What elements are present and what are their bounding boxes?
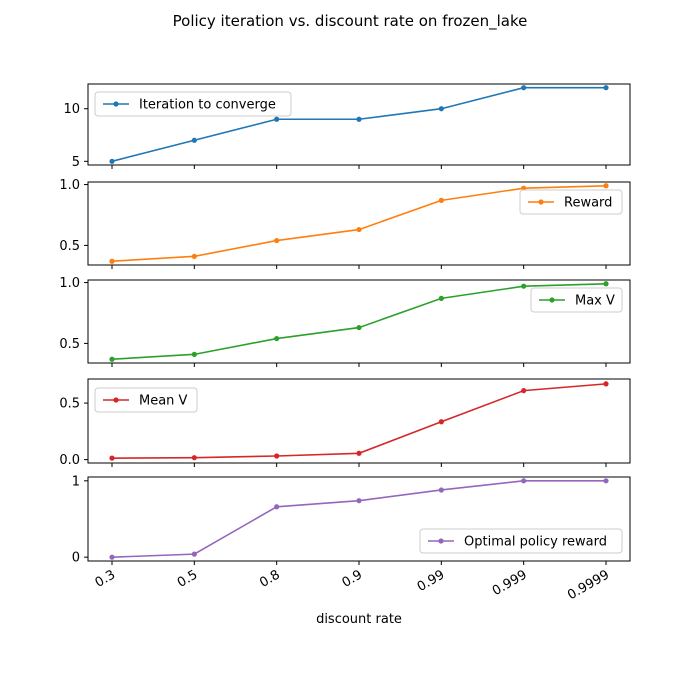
legend-box <box>94 387 198 413</box>
legend-box <box>94 91 292 117</box>
x-tick-label: 0.5 <box>175 567 200 590</box>
data-point <box>356 116 362 122</box>
legend-marker <box>113 101 119 107</box>
data-point <box>109 158 115 164</box>
subplot-4: 0.0 0.5 Mean V <box>59 378 631 468</box>
legend-marker <box>538 199 544 205</box>
figure-title: Policy iteration vs. discount rate on fr… <box>173 12 528 31</box>
x-tick-label: 0.3 <box>93 567 118 590</box>
data-point <box>109 554 115 560</box>
x-tick-label: 0.99 <box>415 567 448 594</box>
data-point <box>274 453 280 459</box>
data-point <box>356 450 362 456</box>
data-point <box>274 335 280 342</box>
x-tick-label: 0.999 <box>490 567 530 599</box>
data-point <box>109 356 115 362</box>
data-point <box>274 504 280 510</box>
data-point <box>356 324 362 331</box>
data-point <box>191 253 197 259</box>
y-tick-label: 1.0 <box>59 276 80 291</box>
data-point <box>191 137 197 143</box>
data-point <box>191 351 197 357</box>
data-point <box>274 237 280 244</box>
data-point <box>603 381 609 387</box>
legend: Optimal policy reward <box>419 528 623 554</box>
x-tick-label: 0.9999 <box>565 567 612 603</box>
data-point <box>438 295 444 301</box>
data-point <box>521 85 527 91</box>
legend-box <box>519 189 623 215</box>
y-tick-label: 1 <box>72 474 80 489</box>
legend-marker <box>549 297 555 303</box>
data-point <box>603 478 609 484</box>
data-point <box>603 85 609 91</box>
data-point <box>438 197 444 203</box>
legend-label: Optimal policy reward <box>464 535 607 550</box>
y-tick-label: 0 <box>72 551 80 566</box>
data-point <box>356 226 362 233</box>
subplot-5: 0 1 0.3 0.5 0.8 0.9 0.99 0.999 0.9999 Optimal pol… <box>72 474 631 603</box>
subplots: 510 Iteration to converge0.51.0Reward0.51… <box>59 83 631 603</box>
legend-label: Max V <box>575 294 615 309</box>
y-tick-label: 10 <box>63 102 80 117</box>
data-point <box>521 388 527 394</box>
data-point <box>274 116 280 122</box>
data-point <box>191 455 197 461</box>
subplot-3: 0.5 1.0 Max V <box>59 276 631 367</box>
subplot-1: 5 10 Iteration to converge <box>63 83 631 170</box>
legend-box <box>530 287 623 313</box>
legend-label: Reward <box>564 196 612 211</box>
x-tick-label: 0.8 <box>257 567 282 590</box>
y-tick-label: 0.0 <box>59 453 80 468</box>
data-point <box>521 283 527 289</box>
data-point <box>191 551 197 557</box>
data-point <box>521 478 527 484</box>
data-point <box>356 498 362 504</box>
legend: Reward <box>519 189 623 215</box>
legend: Max V <box>530 287 623 313</box>
data-point <box>438 487 444 493</box>
y-tick-label: 1.0 <box>59 178 80 193</box>
legend-marker <box>113 397 119 403</box>
legend-box <box>419 528 623 554</box>
data-point <box>109 455 115 461</box>
legend: Mean V <box>94 387 198 413</box>
data-point <box>438 106 444 112</box>
legend-label: Iteration to converge <box>139 98 276 113</box>
subplot-2: 0.5 1.0 Reward <box>59 178 631 269</box>
legend-marker <box>438 538 444 544</box>
y-tick-label: 0.5 <box>59 337 80 352</box>
data-point <box>109 258 115 264</box>
y-tick-label: 5 <box>72 155 80 170</box>
legend: Iteration to converge <box>94 91 292 117</box>
legend-label: Mean V <box>139 394 188 409</box>
data-point <box>603 183 609 189</box>
data-point <box>438 419 444 425</box>
y-tick-label: 0.5 <box>59 397 80 412</box>
x-axis-label: discount rate <box>316 612 402 627</box>
data-point <box>603 281 609 287</box>
y-tick-label: 0.5 <box>59 239 80 254</box>
x-tick-label: 0.9 <box>340 567 365 590</box>
